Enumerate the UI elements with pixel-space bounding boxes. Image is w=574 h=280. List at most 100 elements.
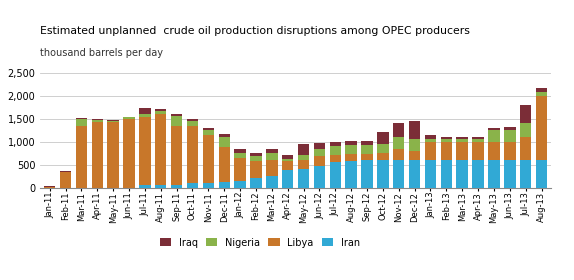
Bar (425, 135, 436, 139)
Bar (361, 154, 373, 160)
Bar (282, 159, 293, 161)
Bar (282, 155, 293, 159)
Bar (472, 160, 484, 188)
Bar (520, 105, 532, 123)
Bar (219, 134, 230, 137)
Bar (298, 160, 309, 169)
Bar (488, 130, 499, 142)
Bar (187, 119, 198, 121)
Bar (488, 160, 499, 188)
Bar (393, 137, 405, 149)
Bar (171, 114, 183, 116)
Bar (393, 123, 405, 137)
Bar (107, 120, 119, 121)
Bar (425, 142, 436, 160)
Bar (536, 88, 547, 92)
Bar (409, 160, 420, 188)
Bar (472, 139, 484, 142)
Bar (203, 128, 214, 130)
Bar (346, 145, 357, 154)
Bar (298, 144, 309, 155)
Bar (472, 137, 484, 139)
Bar (393, 160, 405, 188)
Bar (504, 142, 515, 160)
Bar (456, 137, 468, 139)
Bar (187, 183, 198, 188)
Bar (329, 155, 341, 162)
Legend: Iraq, Nigeria, Libya, Iran: Iraq, Nigeria, Libya, Iran (156, 234, 364, 252)
Bar (456, 160, 468, 188)
Bar (409, 139, 420, 151)
Bar (488, 142, 499, 160)
Bar (107, 121, 119, 122)
Bar (234, 181, 246, 188)
Bar (536, 160, 547, 188)
Bar (155, 185, 166, 188)
Bar (266, 176, 277, 188)
Bar (60, 172, 71, 188)
Bar (203, 135, 214, 183)
Bar (314, 156, 325, 165)
Bar (92, 120, 103, 122)
Bar (92, 122, 103, 188)
Bar (329, 162, 341, 188)
Bar (329, 142, 341, 146)
Bar (314, 165, 325, 188)
Bar (187, 121, 198, 126)
Bar (266, 160, 277, 176)
Bar (282, 161, 293, 170)
Bar (441, 160, 452, 188)
Bar (76, 119, 87, 126)
Bar (441, 139, 452, 142)
Bar (298, 155, 309, 160)
Bar (123, 117, 135, 119)
Bar (155, 109, 166, 111)
Bar (361, 160, 373, 188)
Bar (171, 185, 183, 188)
Bar (361, 141, 373, 145)
Bar (76, 126, 87, 188)
Bar (171, 126, 183, 185)
Bar (203, 130, 214, 135)
Bar (536, 92, 547, 96)
Bar (346, 141, 357, 145)
Bar (234, 158, 246, 181)
Bar (250, 156, 262, 161)
Bar (76, 118, 87, 119)
Bar (107, 122, 119, 188)
Bar (250, 178, 262, 188)
Bar (520, 123, 532, 137)
Bar (377, 144, 389, 153)
Bar (171, 116, 183, 126)
Bar (139, 117, 150, 185)
Text: thousand barrels per day: thousand barrels per day (40, 48, 163, 58)
Bar (504, 127, 515, 130)
Bar (219, 147, 230, 182)
Bar (346, 161, 357, 188)
Bar (488, 128, 499, 130)
Bar (504, 160, 515, 188)
Bar (441, 137, 452, 139)
Bar (203, 183, 214, 188)
Bar (520, 160, 532, 188)
Bar (234, 149, 246, 153)
Bar (92, 119, 103, 120)
Bar (219, 137, 230, 147)
Text: Estimated unplanned  crude oil production disruptions among OPEC producers: Estimated unplanned crude oil production… (40, 26, 470, 36)
Bar (472, 142, 484, 160)
Bar (314, 143, 325, 150)
Bar (377, 153, 389, 160)
Bar (139, 185, 150, 188)
Bar (409, 151, 420, 160)
Bar (346, 154, 357, 161)
Bar (234, 153, 246, 158)
Bar (536, 96, 547, 160)
Bar (329, 146, 341, 155)
Bar (504, 130, 515, 142)
Bar (377, 160, 389, 188)
Bar (250, 161, 262, 178)
Bar (393, 149, 405, 160)
Bar (441, 142, 452, 160)
Bar (314, 150, 325, 156)
Bar (298, 169, 309, 188)
